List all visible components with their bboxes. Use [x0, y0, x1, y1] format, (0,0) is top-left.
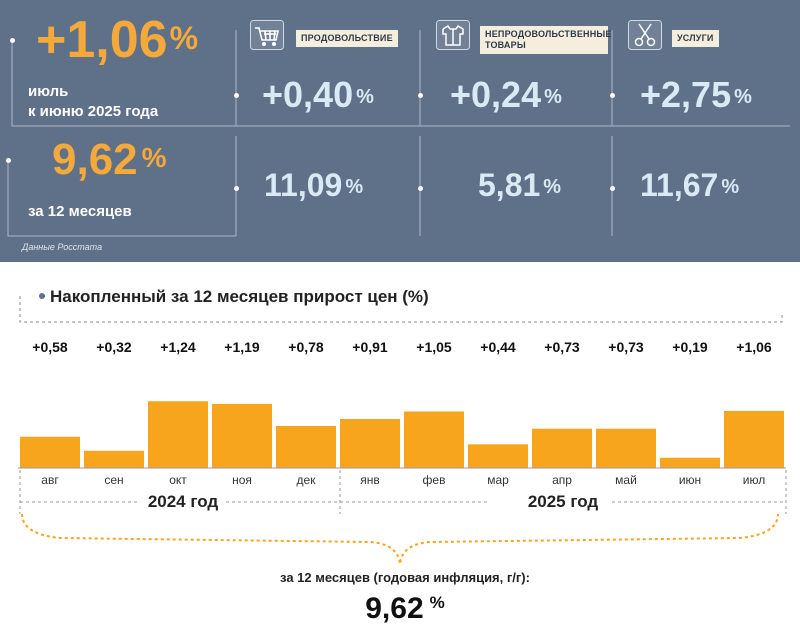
bar-окт — [148, 401, 208, 468]
bar-дек — [276, 426, 336, 468]
bar-янв — [340, 419, 400, 468]
panel-dividers — [7, 30, 790, 237]
bar-фев — [404, 411, 464, 468]
month-label: ноя — [232, 473, 252, 487]
bar-мар — [468, 444, 528, 468]
month-label: июн — [679, 473, 701, 487]
value-label: +1,19 — [224, 339, 260, 355]
month-label: май — [615, 473, 637, 487]
bar-май — [596, 428, 656, 468]
month-label: мар — [487, 473, 509, 487]
value-label: +1,05 — [416, 339, 452, 355]
bullet-dot — [418, 186, 423, 191]
bar-июн — [660, 457, 720, 468]
month-label: янв — [360, 473, 380, 487]
nonfood-monthly-value: +0,24% — [450, 74, 562, 115]
value-label: +1,06 — [736, 339, 772, 355]
bars — [20, 401, 784, 468]
value-label: +0,19 — [672, 339, 708, 355]
services-monthly-value: +2,75% — [640, 74, 752, 115]
services-annual-value: 11,67% — [640, 167, 740, 203]
bar-июл — [724, 410, 784, 468]
month-labels: авг сен окт ноя дек янв фев мар апр май июн июл — [41, 473, 765, 487]
nonfood-annual-value: 5,81% — [478, 167, 562, 203]
cumulative-price-growth-chart: Накопленный за 12 месяцев прирост цен (%… — [18, 287, 787, 625]
month-label: июл — [743, 473, 765, 487]
value-label: +0,73 — [608, 339, 644, 355]
data-source: Данные Росстата — [22, 242, 103, 252]
month-label: окт — [169, 473, 187, 487]
annual-inflation-caption: за 12 месяцев — [28, 203, 132, 220]
month-label: фев — [423, 473, 446, 487]
bullet-dot — [6, 158, 11, 163]
bullet-dot — [610, 186, 615, 191]
value-label: +0,91 — [352, 339, 388, 355]
value-label: +1,24 — [160, 339, 196, 355]
monthly-inflation-value: +1,06% — [36, 11, 199, 69]
chart-title: Накопленный за 12 месяцев прирост цен (%… — [50, 287, 429, 306]
year-label-2024: 2024 год — [148, 492, 219, 511]
value-labels: +0,58 +0,32 +1,24 +1,19 +0,78 +0,91 +1,05 +0,44… — [32, 339, 772, 355]
annual-brace — [21, 513, 779, 565]
category-label-food: ПРОДОВОЛЬСТВИЕ — [296, 30, 398, 47]
month-label: сен — [104, 473, 123, 487]
bullet-dot — [39, 293, 45, 299]
bar-ноя — [212, 403, 272, 468]
bullet-dot — [234, 186, 239, 191]
value-label: +0,32 — [96, 339, 132, 355]
year-dividers — [19, 470, 787, 514]
title-connector — [19, 296, 783, 323]
year-label-2025: 2025 год — [528, 492, 599, 511]
summary-panel: +1,06% июль к июню 2025 года 9,62% за 12… — [0, 0, 800, 262]
value-label: +0,73 — [544, 339, 580, 355]
monthly-inflation-caption: июль к июню 2025 года — [28, 83, 159, 120]
scissors-icon — [628, 20, 662, 50]
month-label: дек — [297, 473, 317, 487]
category-label-nonfood: НЕПРОДОВОЛЬСТВЕННЫЕ ТОВАРЫ — [480, 26, 611, 54]
bar-сен — [84, 450, 144, 468]
clothing-icon — [436, 20, 470, 50]
summary-value: 9,62% — [365, 592, 445, 625]
bullet-dot — [418, 93, 423, 98]
value-label: +0,58 — [32, 339, 68, 355]
bar-авг — [20, 436, 80, 468]
bullet-dot — [610, 93, 615, 98]
category-label-services: УСЛУГИ — [672, 30, 719, 47]
bar-апр — [532, 428, 592, 468]
annual-inflation-value: 9,62% — [52, 135, 167, 184]
shopping-cart-icon — [250, 20, 284, 50]
summary-label: за 12 месяцев (годовая инфляция, г/г): — [280, 570, 530, 585]
bullet-dot — [234, 93, 239, 98]
food-annual-value: 11,09% — [264, 167, 364, 203]
month-label: апр — [552, 473, 572, 487]
bullet-dot — [10, 38, 15, 43]
value-label: +0,78 — [288, 339, 324, 355]
value-label: +0,44 — [480, 339, 516, 355]
food-monthly-value: +0,40% — [262, 74, 374, 115]
month-label: авг — [41, 473, 59, 487]
